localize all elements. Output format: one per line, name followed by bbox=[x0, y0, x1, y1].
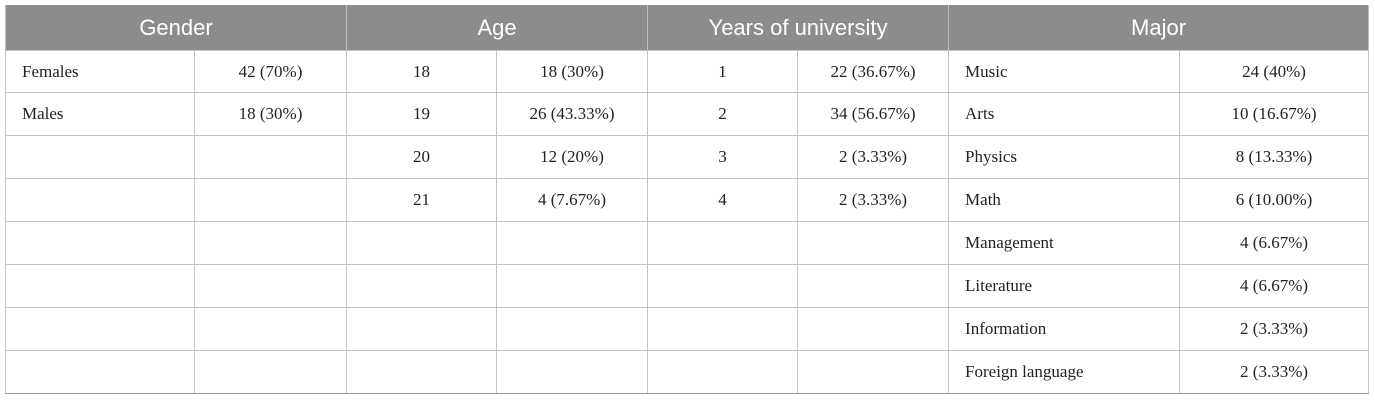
cell-gender-label: Females bbox=[5, 50, 195, 93]
table-row: 21 4 (7.67%) 4 2 (3.33%) Math 6 (10.00%) bbox=[5, 178, 1370, 222]
cell-gender-count bbox=[193, 307, 348, 351]
cell-major-count: 8 (13.33%) bbox=[1179, 135, 1370, 179]
cell-age-count bbox=[496, 264, 649, 308]
cell-major-name: Physics bbox=[948, 135, 1181, 179]
cell-year-value: 1 bbox=[647, 50, 799, 93]
header-gender: Gender bbox=[4, 5, 348, 51]
cell-gender-label bbox=[5, 135, 195, 179]
cell-major-name: Music bbox=[948, 50, 1181, 93]
cell-age-value bbox=[346, 221, 498, 265]
cell-gender-count bbox=[193, 221, 348, 265]
table-row: Males 18 (30%) 19 26 (43.33%) 2 34 (56.67%) Ar… bbox=[5, 92, 1370, 136]
cell-gender-count bbox=[193, 264, 348, 308]
cell-year-value bbox=[647, 221, 799, 265]
cell-major-name: Literature bbox=[948, 264, 1181, 308]
cell-age-value: 20 bbox=[346, 135, 498, 179]
cell-gender-label: Males bbox=[5, 92, 195, 136]
cell-age-value: 19 bbox=[346, 92, 498, 136]
table-row: Literature 4 (6.67%) bbox=[5, 264, 1370, 308]
cell-year-count: 34 (56.67%) bbox=[797, 92, 950, 136]
cell-age-value bbox=[346, 264, 498, 308]
cell-year-value bbox=[647, 307, 799, 351]
cell-gender-label bbox=[5, 307, 195, 351]
cell-year-count bbox=[797, 221, 950, 265]
cell-gender-count: 18 (30%) bbox=[193, 92, 348, 136]
demographics-table: Gender Age Years of university Major Fem… bbox=[4, 5, 1370, 394]
cell-gender-count bbox=[193, 178, 348, 222]
cell-gender-label bbox=[5, 221, 195, 265]
cell-major-count: 10 (16.67%) bbox=[1179, 92, 1370, 136]
cell-year-value: 4 bbox=[647, 178, 799, 222]
cell-gender-count: 42 (70%) bbox=[193, 50, 348, 93]
cell-age-count bbox=[496, 221, 649, 265]
header-major: Major bbox=[948, 5, 1370, 51]
table-row: Management 4 (6.67%) bbox=[5, 221, 1370, 265]
cell-major-count: 2 (3.33%) bbox=[1179, 307, 1370, 351]
demographics-table-container: Gender Age Years of university Major Fem… bbox=[4, 5, 1370, 394]
table-row: 20 12 (20%) 3 2 (3.33%) Physics 8 (13.33%) bbox=[5, 135, 1370, 179]
cell-year-count bbox=[797, 264, 950, 308]
cell-gender-label bbox=[5, 350, 195, 394]
cell-major-name: Information bbox=[948, 307, 1181, 351]
cell-year-count: 2 (3.33%) bbox=[797, 178, 950, 222]
cell-major-name: Foreign language bbox=[948, 350, 1181, 394]
cell-age-value bbox=[346, 350, 498, 394]
cell-age-count: 4 (7.67%) bbox=[496, 178, 649, 222]
cell-age-value bbox=[346, 307, 498, 351]
cell-year-value bbox=[647, 264, 799, 308]
header-years-of-university: Years of university bbox=[647, 5, 950, 51]
cell-year-value bbox=[647, 350, 799, 394]
cell-gender-label bbox=[5, 264, 195, 308]
cell-major-count: 2 (3.33%) bbox=[1179, 350, 1370, 394]
cell-age-count: 26 (43.33%) bbox=[496, 92, 649, 136]
cell-year-count: 2 (3.33%) bbox=[797, 135, 950, 179]
cell-major-name: Management bbox=[948, 221, 1181, 265]
header-age: Age bbox=[346, 5, 649, 51]
cell-year-count bbox=[797, 307, 950, 351]
table-row: Females 42 (70%) 18 18 (30%) 1 22 (36.67%) Mus… bbox=[5, 50, 1370, 93]
cell-age-value: 21 bbox=[346, 178, 498, 222]
cell-age-value: 18 bbox=[346, 50, 498, 93]
cell-major-name: Math bbox=[948, 178, 1181, 222]
cell-year-count bbox=[797, 350, 950, 394]
cell-major-count: 4 (6.67%) bbox=[1179, 221, 1370, 265]
cell-year-count: 22 (36.67%) bbox=[797, 50, 950, 93]
cell-major-name: Arts bbox=[948, 92, 1181, 136]
cell-major-count: 24 (40%) bbox=[1179, 50, 1370, 93]
cell-age-count bbox=[496, 307, 649, 351]
table-body: Females 42 (70%) 18 18 (30%) 1 22 (36.67%) Mus… bbox=[5, 50, 1370, 394]
cell-major-count: 6 (10.00%) bbox=[1179, 178, 1370, 222]
table-row: Information 2 (3.33%) bbox=[5, 307, 1370, 351]
cell-gender-count bbox=[193, 350, 348, 394]
cell-year-value: 2 bbox=[647, 92, 799, 136]
cell-year-value: 3 bbox=[647, 135, 799, 179]
header-row: Gender Age Years of university Major bbox=[4, 5, 1370, 51]
cell-age-count: 18 (30%) bbox=[496, 50, 649, 93]
cell-age-count: 12 (20%) bbox=[496, 135, 649, 179]
cell-major-count: 4 (6.67%) bbox=[1179, 264, 1370, 308]
cell-age-count bbox=[496, 350, 649, 394]
cell-gender-label bbox=[5, 178, 195, 222]
cell-gender-count bbox=[193, 135, 348, 179]
table-row: Foreign language 2 (3.33%) bbox=[5, 350, 1370, 394]
